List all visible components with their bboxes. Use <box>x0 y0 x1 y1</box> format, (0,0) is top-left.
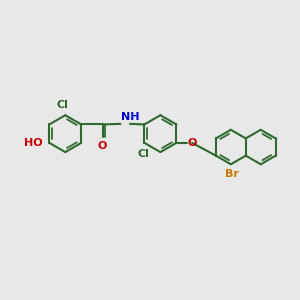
Text: O: O <box>188 138 197 148</box>
Text: NH: NH <box>122 112 140 122</box>
Text: Br: Br <box>224 169 239 179</box>
Text: O: O <box>98 141 107 151</box>
Text: Cl: Cl <box>57 100 69 110</box>
Text: HO: HO <box>24 139 43 148</box>
Text: Cl: Cl <box>137 149 149 159</box>
